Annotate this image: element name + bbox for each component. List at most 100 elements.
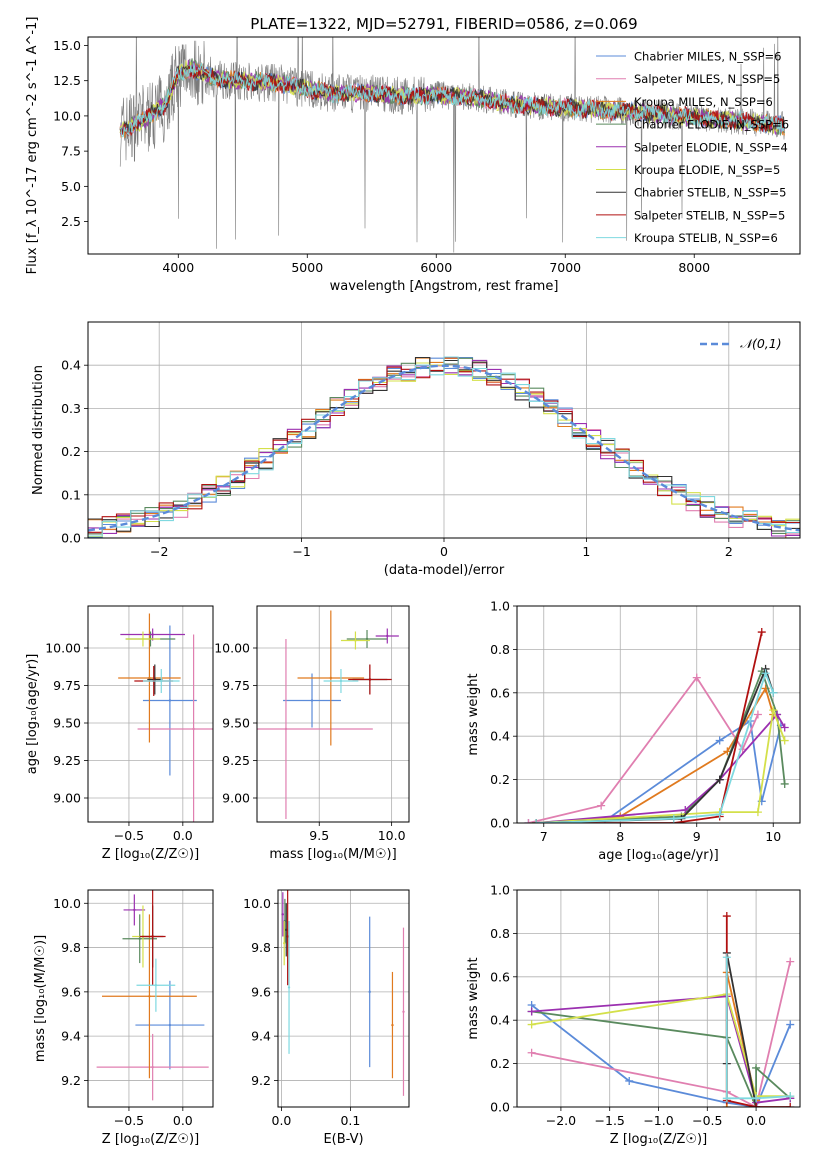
data-point xyxy=(329,676,333,680)
plus-marker xyxy=(669,814,678,823)
plus-marker xyxy=(715,775,724,784)
y-tick-label: 0.6 xyxy=(490,685,510,700)
model-spectrum-kroupa-stelib xyxy=(119,62,785,138)
histogram-kroupa-stelib xyxy=(88,356,800,537)
legend-label: Salpeter MILES, N_SSP=5 xyxy=(634,72,780,86)
mass-vs-metallicity-panel: −0.5 0.0 9.2 9.4 9.6 9.8 10.0 Z [log₁₀(Z/Z☉)] ma… xyxy=(33,889,214,1147)
plus-marker xyxy=(780,723,789,732)
x-axis-label: Z [log₁₀(Z/Z☉)] xyxy=(610,1132,707,1147)
plus-marker xyxy=(752,1094,761,1103)
x-tick-label: 5000 xyxy=(291,260,323,275)
x-tick-label: 6000 xyxy=(420,260,452,275)
y-tick-label: 9.50 xyxy=(222,716,250,731)
y-tick-label: 7.5 xyxy=(61,144,81,159)
y-tick-label: 10.00 xyxy=(214,641,250,656)
mass-weight-vs-metallicity-panel: −2.0 −1.5 −1.0 −0.5 0.0 0.0 0.2 0.4 0.6 0.8 1.0 Z [… xyxy=(466,883,801,1147)
plus-marker xyxy=(786,1103,795,1107)
x-axis-label: (data-model)/error xyxy=(384,563,505,578)
mass-weight-line-kroupa-elodie xyxy=(531,993,791,1098)
x-axis-label: mass [log₁₀(M/M☉)] xyxy=(269,847,396,862)
data-point xyxy=(154,984,158,987)
y-axis-label: mass [log₁₀(M/M☉)] xyxy=(33,935,48,1062)
x-tick-label: 8000 xyxy=(678,260,710,275)
y-axis-label: mass weight xyxy=(466,673,481,755)
y-tick-label: 0.4 xyxy=(490,1013,510,1028)
age-vs-mass-panel: 9.5 10.0 9.00 9.25 9.50 9.75 10.00 mass [log₁₀(… xyxy=(214,605,410,862)
plus-marker xyxy=(780,779,789,788)
plus-marker xyxy=(597,801,606,810)
mass-weight-line-kroupa-stelib xyxy=(725,957,791,1100)
mass-weight-line-salpeter-miles xyxy=(531,961,792,1107)
plus-marker xyxy=(757,628,766,637)
y-tick-label: 9.50 xyxy=(53,716,81,731)
mass-weight-line-salpeter-elodie xyxy=(531,995,791,1104)
y-tick-label: 10.0 xyxy=(53,896,81,911)
figure-title: PLATE=1322, MJD=52791, FIBERID=0586, z=0… xyxy=(250,15,637,33)
x-tick-label: 1 xyxy=(582,544,590,559)
y-tick-label: 9.2 xyxy=(251,1073,271,1088)
mass-weight-line-salpeter-stelib xyxy=(536,631,763,823)
x-tick-label: −2 xyxy=(150,544,168,559)
y-tick-label: 0.0 xyxy=(490,816,510,831)
x-tick-label: 0.0 xyxy=(173,828,193,843)
x-tick-label: 7 xyxy=(540,829,548,844)
data-point xyxy=(192,727,195,731)
axes-frame xyxy=(277,889,410,1108)
x-tick-label: −1 xyxy=(292,544,310,559)
legend-label: 𝒩(0,1) xyxy=(740,336,782,351)
x-tick-label: 10 xyxy=(765,829,781,844)
spectrum-panel: 4000 5000 6000 7000 8000 2.5 5.0 7.5 10.0 12.5 15.… xyxy=(25,17,801,294)
x-axis-label: Z [log₁₀(Z/Z☉)] xyxy=(102,1132,199,1147)
legend-label: Kroupa ELODIE, N_SSP=5 xyxy=(634,163,780,177)
plus-marker xyxy=(681,805,690,814)
y-tick-label: 0.2 xyxy=(490,772,510,787)
data-point xyxy=(368,990,371,994)
data-point xyxy=(286,935,289,938)
plus-marker xyxy=(532,819,541,823)
x-tick-label: −1.5 xyxy=(595,1113,625,1128)
data-point xyxy=(402,1010,405,1013)
plot-area xyxy=(88,322,800,538)
data-point xyxy=(368,678,372,681)
data-point xyxy=(151,633,154,636)
y-tick-label: 0.6 xyxy=(490,969,510,984)
x-tick-label: 10.0 xyxy=(378,828,406,843)
plus-marker xyxy=(769,706,778,715)
y-tick-label: 9.2 xyxy=(61,1073,81,1088)
plus-marker xyxy=(722,912,731,921)
plus-marker xyxy=(527,1048,536,1057)
residual-distribution-panel: −2 −1 0 1 2 0.0 0.1 0.2 0.3 0.4 (data-model)/error… xyxy=(31,321,801,578)
data-point xyxy=(138,937,141,940)
data-point xyxy=(151,1065,154,1069)
data-point xyxy=(386,634,389,638)
x-axis-label: Z [log₁₀(Z/Z☉)] xyxy=(102,847,199,862)
x-tick-label: 9 xyxy=(693,829,701,844)
legend-label: Kroupa MILES, N_SSP=6 xyxy=(634,95,773,109)
axes-frame xyxy=(87,889,214,1108)
x-tick-label: 0.1 xyxy=(340,1113,360,1128)
y-tick-label: 9.75 xyxy=(222,678,250,693)
axes-frame xyxy=(516,889,801,1108)
y-tick-label: 10.0 xyxy=(243,896,271,911)
plus-marker xyxy=(752,1103,761,1107)
plus-marker xyxy=(780,736,789,745)
y-tick-label: 9.00 xyxy=(222,791,250,806)
mass-weight-vs-age-panel: 7 8 9 10 0.0 0.2 0.4 0.6 0.8 1.0 age [log₁₀(age/yr… xyxy=(466,599,801,863)
data-point xyxy=(141,637,145,641)
y-tick-label: 9.4 xyxy=(61,1029,81,1044)
data-point xyxy=(284,727,288,731)
y-tick-label: 2.5 xyxy=(61,214,81,229)
x-tick-label: −1.0 xyxy=(643,1113,673,1128)
x-tick-label: −0.5 xyxy=(692,1113,722,1128)
x-axis-label: wavelength [Angstrom, rest frame] xyxy=(330,279,559,294)
mass-weight-line-chabrier-stelib xyxy=(725,952,757,1107)
plus-marker xyxy=(786,1092,795,1101)
y-tick-label: 9.25 xyxy=(53,753,81,768)
data-point xyxy=(354,639,357,642)
y-tick-label: 9.6 xyxy=(61,984,81,999)
y-tick-label: 9.8 xyxy=(251,940,271,955)
x-axis-label: age [log₁₀(age/yr)] xyxy=(598,848,719,863)
plus-marker xyxy=(722,1094,731,1103)
legend-label: Salpeter STELIB, N_SSP=5 xyxy=(634,208,785,222)
legend-label: Kroupa STELIB, N_SSP=6 xyxy=(634,231,778,245)
